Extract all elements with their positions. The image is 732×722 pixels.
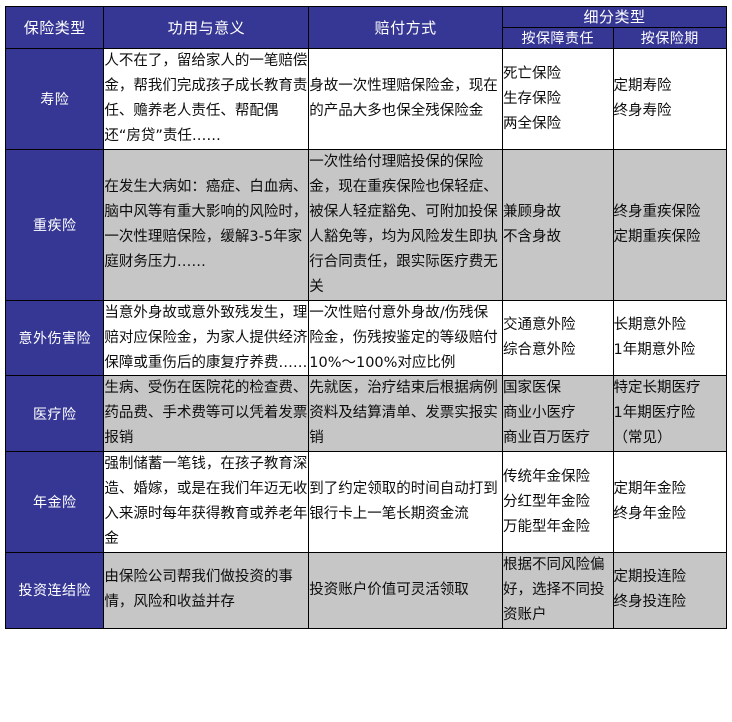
row-subtype-coverage: 根据不同风险偏好，选择不同投资账户 bbox=[502, 552, 614, 629]
header-row-main: 保险类型 功用与意义 赔付方式 细分类型 bbox=[4, 5, 727, 50]
row-subtype-term: 定期年金险 终身年金险 bbox=[612, 451, 727, 553]
column-header-insurance-type: 保险类型 bbox=[4, 5, 105, 50]
header-row-sub: 按保障责任 按保险期 bbox=[6, 27, 727, 50]
row-insurance-type: 年金险 bbox=[4, 451, 105, 553]
column-header-by-coverage: 按保障责任 bbox=[502, 27, 614, 50]
row-insurance-type: 投资连结险 bbox=[4, 552, 105, 629]
table-header: 保险类型 功用与意义 赔付方式 细分类型 按保障责任 按保险期 bbox=[4, 5, 727, 50]
row-subtype-coverage: 国家医保 商业小医疗 商业百万医疗 bbox=[502, 375, 614, 453]
row-function: 当意外身故或意外致残发生，理赔对应保险金，为家人提供经济保障或重伤后的康复疗养费… bbox=[103, 299, 310, 377]
row-function: 强制储蓄一笔钱，在孩子教育深造、婚嫁，或是在我们年迈无收入来源时每年获得教育或养… bbox=[103, 451, 310, 553]
row-function: 在发生大病如：癌症、白血病、脑中风等有重大影响的风险时，一次性理赔保险，缓解3-… bbox=[103, 149, 310, 301]
table-row: 医疗险 生病、受伤在医院花的检查费、药品费、手术费等可以凭着发票报销 先就医，治疗结… bbox=[4, 375, 727, 453]
row-subtype-coverage: 传统年金保险 分红型年金险 万能型年金险 bbox=[502, 451, 614, 553]
column-header-subtype-group: 细分类型 bbox=[502, 5, 727, 29]
row-insurance-type: 意外伤害险 bbox=[4, 299, 105, 377]
row-function: 人不在了，留给家人的一笔赔偿金，帮我们完成孩子成长教育责任、赡养老人责任、帮配偶… bbox=[103, 48, 310, 150]
row-insurance-type: 重疾险 bbox=[4, 149, 105, 301]
row-payout-method: 先就医，治疗结束后根据病例资料及结算清单、发票实报实销 bbox=[308, 375, 504, 453]
table-row: 重疾险 在发生大病如：癌症、白血病、脑中风等有重大影响的风险时，一次性理赔保险，缓… bbox=[4, 149, 727, 301]
row-payout-method: 一次性赔付意外身故/伤残保险金，伤残按鉴定的等级赔付10%～100%对应比例 bbox=[308, 299, 504, 377]
row-subtype-term: 特定长期医疗 1年期医疗险 （常见） bbox=[612, 375, 727, 453]
row-subtype-term: 定期投连险 终身投连险 bbox=[612, 552, 727, 629]
row-subtype-coverage: 兼顾身故 不含身故 bbox=[502, 149, 614, 301]
column-header-payout-method: 赔付方式 bbox=[308, 5, 504, 50]
table-row: 年金险 强制储蓄一笔钱，在孩子教育深造、婚嫁，或是在我们年迈无收入来源时每年获得教… bbox=[4, 451, 727, 553]
table-row: 意外伤害险 当意外身故或意外致残发生，理赔对应保险金，为家人提供经济保障或重伤后的… bbox=[4, 299, 727, 377]
table-body: 寿险 人不在了，留给家人的一笔赔偿金，帮我们完成孩子成长教育责任、赡养老人责任、帮… bbox=[4, 48, 727, 629]
table-row: 寿险 人不在了，留给家人的一笔赔偿金，帮我们完成孩子成长教育责任、赡养老人责任、帮… bbox=[4, 48, 727, 150]
row-subtype-term: 定期寿险 终身寿险 bbox=[612, 48, 727, 150]
table-row: 投资连结险 由保险公司帮我们做投资的事情，风险和收益并存 投资账户价值可灵活领取 根据… bbox=[4, 552, 727, 629]
column-header-by-term: 按保险期 bbox=[612, 27, 727, 50]
row-insurance-type: 医疗险 bbox=[4, 375, 105, 453]
row-payout-method: 投资账户价值可灵活领取 bbox=[308, 552, 504, 629]
row-subtype-coverage: 交通意外险 综合意外险 bbox=[502, 299, 614, 377]
row-function: 生病、受伤在医院花的检查费、药品费、手术费等可以凭着发票报销 bbox=[103, 375, 310, 453]
row-subtype-term: 终身重疾保险 定期重疾保险 bbox=[612, 149, 727, 301]
row-function: 由保险公司帮我们做投资的事情，风险和收益并存 bbox=[103, 552, 310, 629]
row-subtype-coverage: 死亡保险 生存保险 两全保险 bbox=[502, 48, 614, 150]
insurance-types-table: 保险类型 功用与意义 赔付方式 细分类型 按保障责任 按保险期 寿险 人不在了，留… bbox=[4, 5, 727, 629]
column-header-function: 功用与意义 bbox=[103, 5, 310, 50]
row-insurance-type: 寿险 bbox=[4, 48, 105, 150]
row-payout-method: 身故一次性理赔保险金，现在的产品大多也保全残保险金 bbox=[308, 48, 504, 150]
row-payout-method: 到了约定领取的时间自动打到银行卡上一笔长期资金流 bbox=[308, 451, 504, 553]
row-subtype-term: 长期意外险 1年期意外险 bbox=[612, 299, 727, 377]
row-payout-method: 一次性给付理赔投保的保险金，现在重疾保险也保轻症、被保人轻症豁免、可附加投保人豁… bbox=[308, 149, 504, 301]
